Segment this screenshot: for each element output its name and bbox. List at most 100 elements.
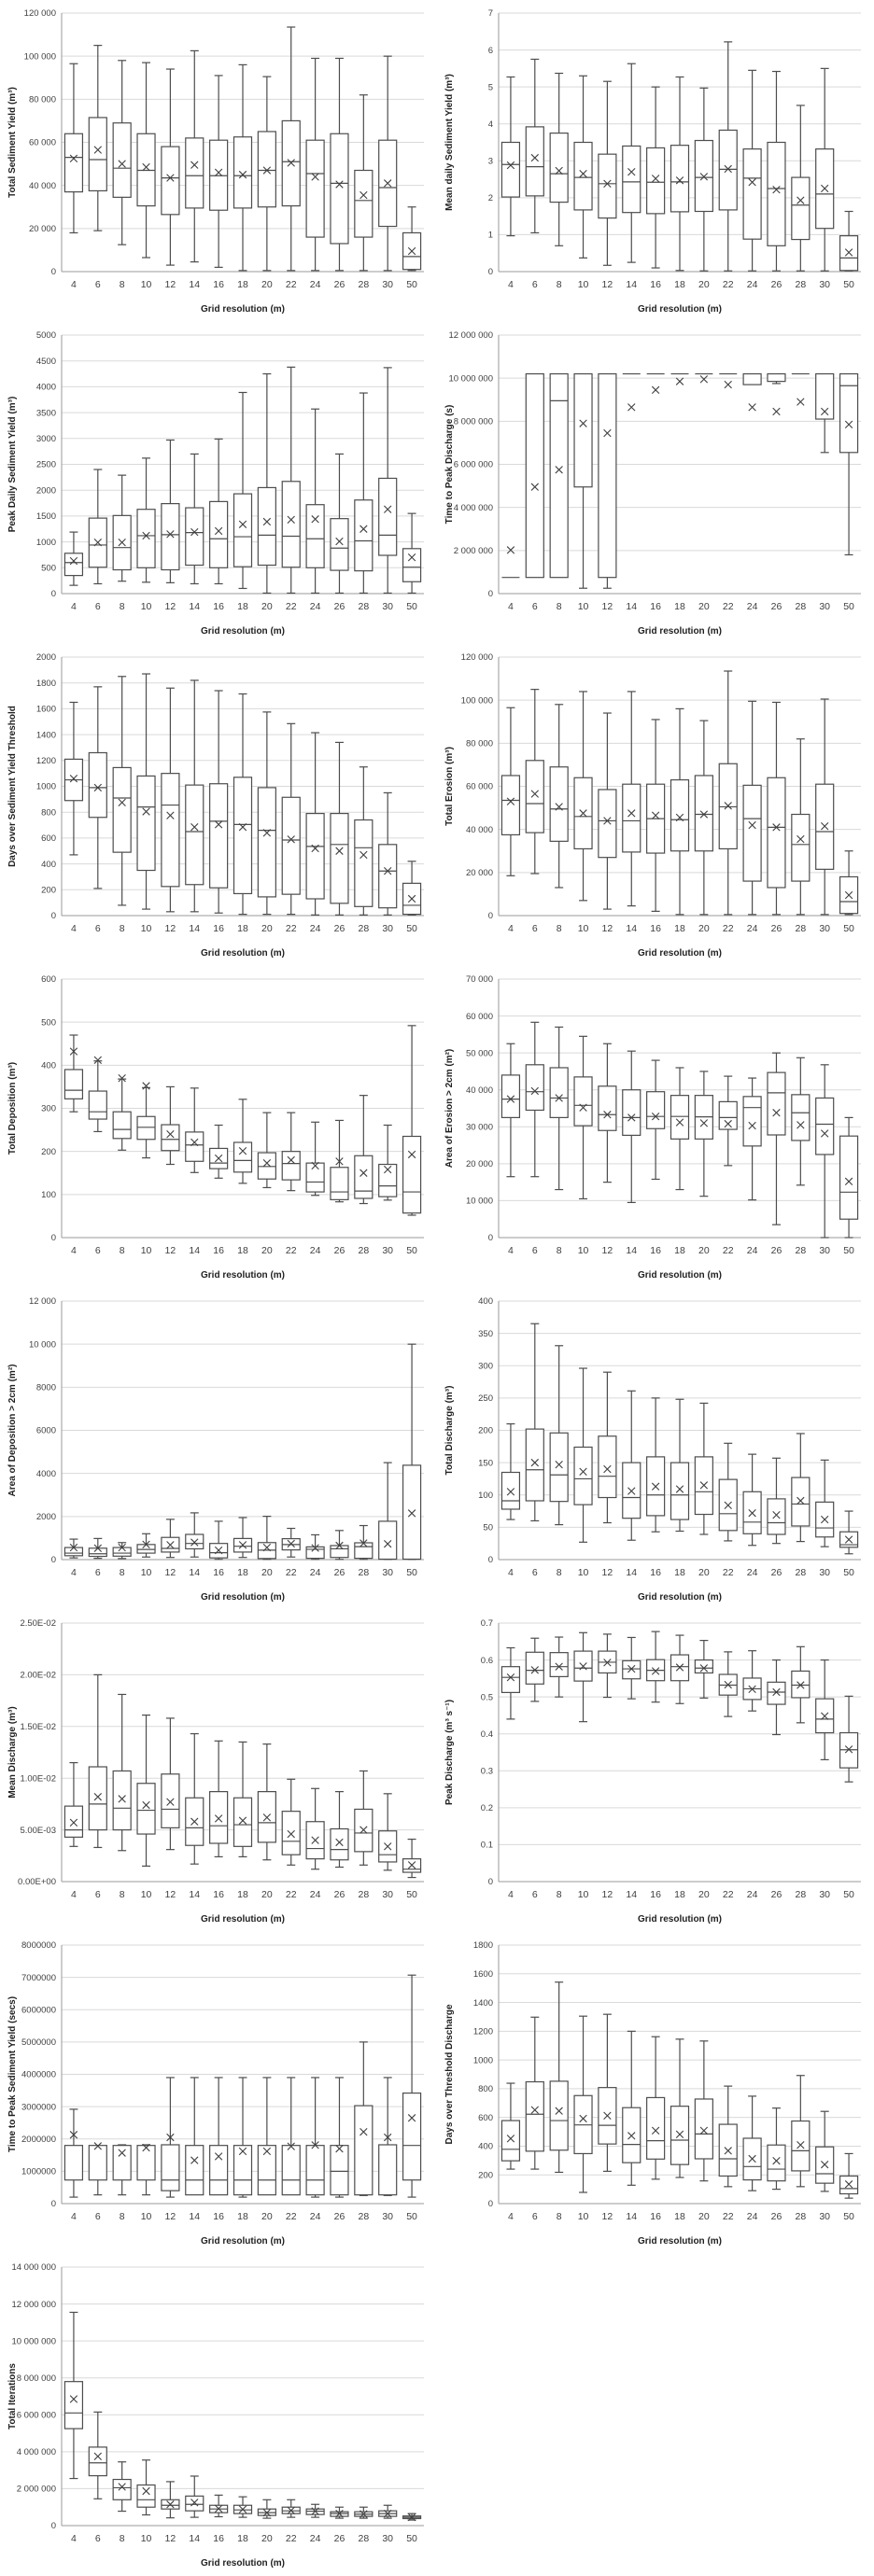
x-tick-label: 10 (141, 923, 152, 934)
box-plot-14 (185, 1732, 204, 1865)
box-plot-18 (233, 1741, 253, 1858)
box-plot-50 (402, 512, 422, 595)
x-tick-label: 12 (165, 1567, 176, 1578)
y-tick-label: 5.00E-03 (20, 1826, 56, 1836)
box-iqr (185, 784, 204, 886)
box-plot-50 (839, 1695, 859, 1783)
x-tick-label: 24 (747, 1567, 758, 1578)
mean-marker (69, 154, 78, 163)
y-tick-label: 2.00E-02 (20, 1671, 56, 1681)
mean-marker (118, 1795, 126, 1803)
box-iqr (233, 493, 253, 567)
y-tick-label: 120 000 (24, 8, 56, 19)
x-tick-label: 22 (286, 1889, 297, 1900)
box-iqr (622, 145, 641, 214)
box-iqr (500, 1471, 521, 1510)
mean-marker (579, 419, 587, 427)
mean-marker (93, 1056, 102, 1064)
x-tick-label: 6 (95, 2533, 101, 2544)
x-axis-title: Grid resolution (m) (201, 1592, 285, 1603)
mean-marker (335, 1157, 344, 1166)
y-tick-label: 1800 (36, 679, 56, 689)
box-plot-30 (378, 1124, 398, 1201)
box-plot-12 (161, 687, 180, 913)
mean-marker (724, 1680, 732, 1689)
box-plot-18 (670, 1067, 690, 1191)
chart-cell-time-to-peak-sediment-yield: 0 1000000 2000000 3000000 4000000 5000000 6000… (0, 1932, 437, 2254)
box-plot-20 (257, 1112, 276, 1189)
mean-marker (530, 1086, 539, 1096)
box-plot-14 (622, 2030, 641, 2186)
box-plot-10 (573, 1367, 593, 1543)
mean-marker (238, 2147, 247, 2156)
mean-marker (69, 2131, 78, 2139)
box-plot-16 (646, 372, 665, 395)
chart-area-of-deposition-gt-2cm: 0 2000 4000 6000 8000 10 000 12 000 4 6 8 10 12 14 16… (7, 1296, 424, 1603)
box-iqr (63, 553, 84, 577)
x-tick-label: 50 (406, 1245, 417, 1256)
mean-marker (384, 1539, 392, 1548)
box-iqr (598, 1085, 617, 1131)
box-plot-20 (694, 1402, 713, 1535)
mean-marker (238, 1816, 247, 1825)
box-plot-10 (573, 2015, 593, 2193)
y-tick-label: 100 000 (461, 695, 493, 706)
box-plot-50 (839, 1116, 859, 1239)
x-tick-label: 4 (508, 1245, 514, 1256)
y-tick-label: 500 (41, 564, 56, 574)
x-tick-label: 10 (141, 2211, 152, 2222)
y-tick-label: 0 (51, 1555, 56, 1565)
box-iqr (500, 1666, 521, 1693)
x-axis-title: Grid resolution (m) (201, 2236, 285, 2247)
box-plot-18 (233, 1517, 253, 1559)
box-plot-6 (88, 45, 107, 231)
box-plot-16 (646, 719, 666, 912)
chart-cell-total-iterations: 0 2 000 000 4 000 000 6 000 000 8 000 000 10 … (0, 2254, 437, 2576)
y-tick-label: 0 (51, 911, 56, 921)
x-tick-label: 24 (310, 2211, 321, 2222)
box-plot-30 (378, 2504, 398, 2519)
x-tick-label: 20 (261, 279, 273, 290)
box-iqr (767, 1071, 786, 1136)
box-plot-8 (112, 2144, 132, 2196)
box-plot-22 (281, 1112, 301, 1192)
x-tick-label: 50 (843, 1567, 854, 1578)
box-plot-14 (622, 691, 641, 907)
mean-marker (190, 822, 199, 832)
box-iqr (88, 1766, 107, 1831)
box-iqr (112, 2478, 132, 2500)
x-axis-title: Grid resolution (m) (201, 2558, 285, 2569)
box-iqr (525, 372, 544, 579)
y-tick-label: 0 (488, 911, 493, 921)
y-tick-label: 2 (488, 193, 493, 203)
box-plot-6 (88, 1537, 107, 1560)
box-plot-50 (402, 1838, 422, 1879)
y-tick-label: 8 000 000 (454, 417, 493, 427)
mean-marker (214, 1546, 223, 1555)
x-tick-label: 12 (165, 1889, 176, 1900)
box-iqr (233, 1797, 253, 1847)
box-iqr (402, 2092, 422, 2181)
box-iqr (791, 1094, 811, 1141)
x-tick-label: 12 (165, 601, 176, 612)
y-axis-title: Total Erosion (m³) (444, 747, 455, 826)
box-plot-18 (233, 2496, 253, 2518)
y-tick-label: 0 (488, 2199, 493, 2209)
box-plot-20 (257, 1743, 276, 1861)
mean-marker (772, 2156, 781, 2165)
x-tick-label: 22 (723, 1567, 734, 1578)
x-axis-title: Grid resolution (m) (638, 304, 722, 315)
x-tick-label: 8 (120, 2533, 125, 2544)
box-iqr (330, 812, 349, 904)
box-plot-8 (549, 372, 569, 579)
box-iqr (500, 1074, 521, 1118)
mean-marker (287, 1539, 295, 1548)
chart-peak-daily-sediment-yield: 0 500 1000 1500 2000 2500 3000 3500 4000 4500 5000… (7, 330, 424, 637)
x-tick-label: 16 (650, 279, 661, 290)
chart-cell-peak-discharge: 0 0.1 0.2 0.3 0.4 0.5 0.6 0.7 4 6 8 10 12 14 16 18 20 22 2… (437, 1610, 874, 1932)
box-plot-10 (136, 1082, 156, 1159)
x-tick-label: 30 (382, 2533, 393, 2544)
x-tick-label: 12 (602, 1567, 613, 1578)
y-tick-label: 4000000 (21, 2070, 56, 2080)
mean-marker (118, 2149, 126, 2157)
